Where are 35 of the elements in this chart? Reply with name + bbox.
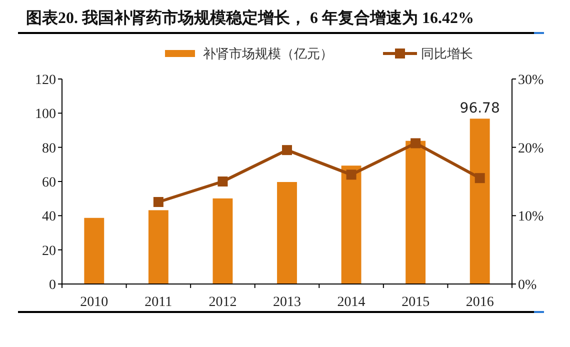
y-tick-label: 120 [35, 73, 56, 88]
x-tick-label: 2014 [337, 295, 366, 310]
bar [470, 118, 490, 284]
point [218, 176, 228, 186]
point [282, 145, 292, 156]
bar [406, 140, 426, 284]
x-tick-label: 2013 [273, 295, 301, 310]
y-tick-label: 40 [42, 210, 56, 225]
bar [277, 182, 297, 284]
y2-tick-label: 10% [518, 210, 544, 225]
bar [148, 210, 168, 284]
y-tick-label: 80 [42, 141, 56, 156]
bar [212, 198, 233, 284]
y-tick-label: 0 [49, 278, 56, 293]
x-tick-label: 2011 [144, 295, 172, 310]
point [410, 138, 421, 148]
point [153, 197, 164, 207]
x-tick-label: 2012 [208, 295, 237, 310]
legend-label: 同比增长 [421, 47, 473, 62]
data-label: 96.78 [460, 100, 500, 117]
y-tick-label: 100 [35, 107, 56, 122]
y2-tick-label: 30% [518, 73, 544, 88]
y2-tick-label: 0% [518, 278, 537, 293]
x-tick-label: 2015 [402, 295, 430, 310]
y-tick-label: 60 [42, 176, 56, 190]
y-tick-label: 20 [42, 244, 56, 259]
point [346, 170, 356, 180]
x-tick-label: 2016 [466, 295, 494, 310]
y2-tick-label: 20% [518, 141, 544, 156]
legend-label: 补肾市场规模（亿元） [203, 47, 333, 62]
chart-title: 图表20. 我国补肾药市场规模稳定增长， 6 年复合增速为 16.42% [26, 9, 474, 27]
point [474, 173, 485, 184]
x-tick-label: 2010 [80, 295, 108, 310]
bar [84, 218, 104, 284]
bar [341, 166, 362, 284]
